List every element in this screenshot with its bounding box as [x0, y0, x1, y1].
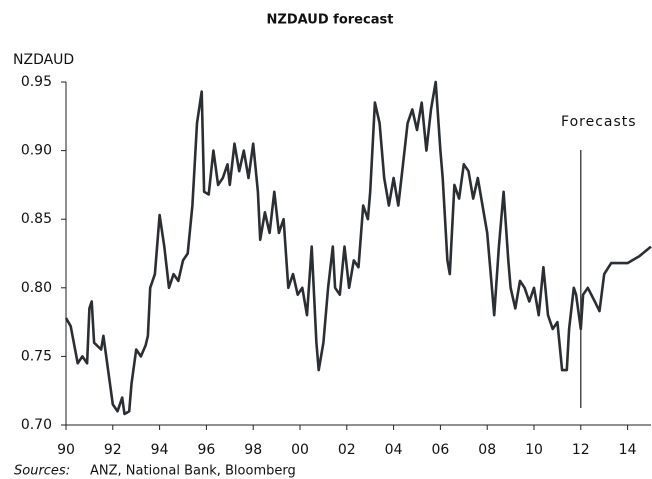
- chart-title: NZDAUD forecast: [267, 13, 394, 28]
- x-tick-label: 04: [385, 442, 403, 458]
- x-tick-label: 98: [244, 442, 262, 458]
- x-tick-label: 02: [338, 442, 356, 458]
- x-tick-label: 90: [57, 442, 75, 458]
- y-axis-label: NZDAUD: [13, 52, 74, 68]
- x-tick-label: 10: [525, 442, 543, 458]
- x-tick-label: 12: [572, 442, 590, 458]
- y-tick-label: 0.70: [21, 417, 52, 433]
- source-label: Sources:: [14, 464, 70, 479]
- x-tick-label: 94: [151, 442, 169, 458]
- y-tick-label: 0.85: [21, 211, 52, 227]
- x-tick-label: 08: [478, 442, 496, 458]
- x-tick-label: 92: [104, 442, 122, 458]
- y-tick-label: 0.90: [21, 143, 52, 159]
- x-tick-label: 96: [197, 442, 215, 458]
- y-tick-label: 0.95: [21, 74, 52, 90]
- line-series: [64, 80, 652, 416]
- source: ANZ, National Bank, Bloomberg: [90, 464, 296, 479]
- x-tick-label: 14: [619, 442, 637, 458]
- forecast-annotation: Forecasts: [561, 114, 637, 130]
- x-tick-label: 00: [291, 442, 309, 458]
- y-tick-label: 0.75: [21, 348, 52, 364]
- y-tick-label: 0.80: [21, 280, 52, 296]
- x-tick-label: 06: [431, 442, 449, 458]
